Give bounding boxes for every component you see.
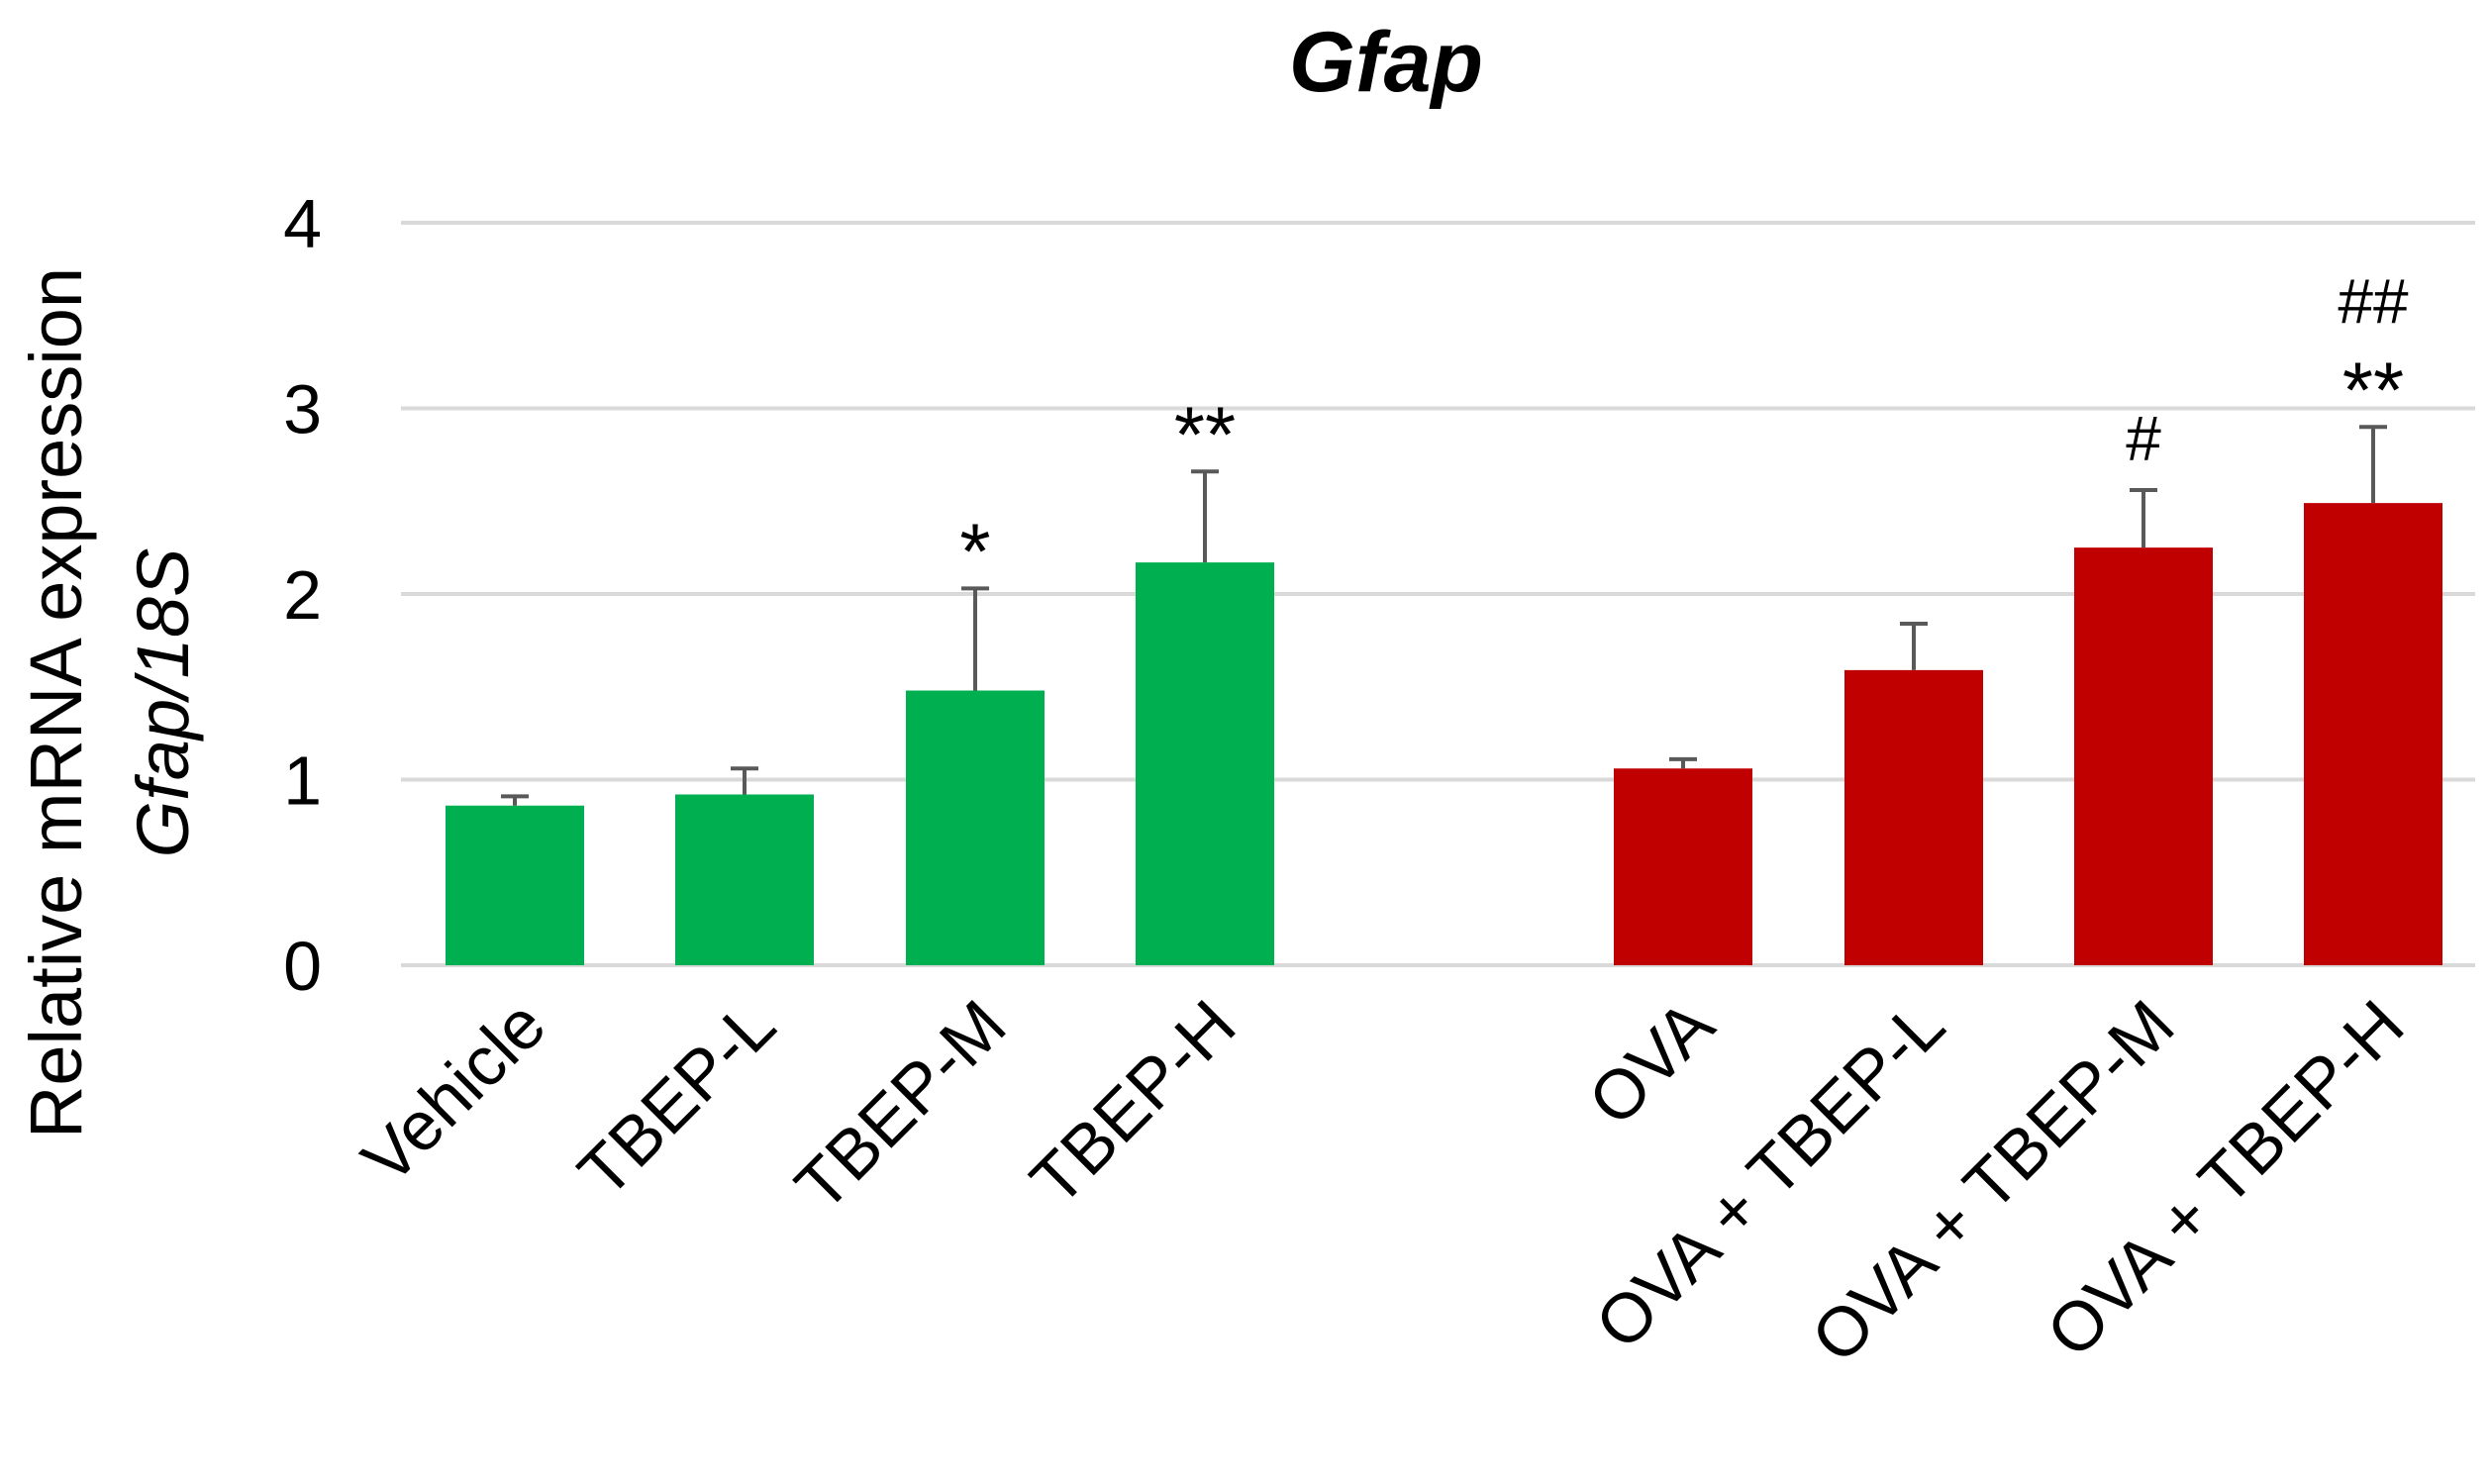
significance-tbep-h: ** bbox=[1174, 390, 1236, 478]
asterisk-mark: * bbox=[959, 507, 990, 595]
bar-tbep-h bbox=[1136, 562, 1274, 965]
asterisk-mark: ** bbox=[2342, 346, 2404, 434]
y-tick-label-0: 0 bbox=[283, 928, 322, 1005]
y-tick-label-4: 4 bbox=[283, 185, 322, 262]
asterisk-mark: ** bbox=[1174, 390, 1236, 478]
chart-title: Gfap bbox=[1289, 15, 1483, 110]
x-tick-label-tbep-h: TBEP-H bbox=[1016, 985, 1250, 1220]
error-bar-ova-tbep-h bbox=[2359, 425, 2387, 504]
x-tick-label-vehicle: Vehicle bbox=[348, 985, 560, 1198]
error-bars bbox=[501, 425, 2387, 806]
x-tick-label-tbep-m: TBEP-M bbox=[780, 985, 1020, 1225]
bar-ova-tbep-h bbox=[2304, 503, 2442, 965]
y-tick-label-1: 1 bbox=[283, 742, 322, 820]
bar-ova-tbep-l bbox=[1844, 669, 1983, 965]
bar-ova-tbep-m bbox=[2074, 547, 2213, 965]
y-axis-label: Relative mRNA expression Gfap/18S bbox=[15, 267, 204, 1138]
significance-tbep-m: * bbox=[959, 507, 990, 595]
significance-ova-tbep-h: ## ** bbox=[2338, 265, 2409, 434]
error-bar-ova-tbep-l bbox=[1900, 622, 1928, 670]
bar-ova bbox=[1614, 768, 1752, 965]
y-tick-label-3: 3 bbox=[283, 371, 322, 448]
error-bar-tbep-h bbox=[1191, 469, 1219, 563]
y-axis-label-line2: Gfap/18S bbox=[122, 548, 204, 858]
error-bar-ova bbox=[1669, 756, 1697, 769]
significance-ova-tbep-m: # bbox=[2126, 403, 2161, 474]
error-bar-tbep-m bbox=[961, 586, 989, 691]
hash-mark: ## bbox=[2338, 265, 2409, 337]
bar-vehicle bbox=[446, 805, 584, 965]
hash-mark: # bbox=[2126, 403, 2161, 474]
significance-marks: *** ### ** bbox=[959, 265, 2409, 595]
x-tick-label-tbep-l: TBEP-L bbox=[563, 985, 789, 1211]
bar-tbep-l bbox=[675, 794, 814, 965]
error-bar-vehicle bbox=[501, 794, 529, 806]
y-tick-label-2: 2 bbox=[283, 556, 322, 634]
bars bbox=[446, 503, 2442, 965]
bar-tbep-m bbox=[906, 690, 1045, 965]
error-bar-tbep-l bbox=[731, 766, 758, 795]
error-bar-ova-tbep-m bbox=[2130, 488, 2157, 548]
y-axis-ticks: 0 1 2 3 4 bbox=[283, 185, 322, 1005]
y-axis-label-line1: Relative mRNA expression bbox=[15, 267, 97, 1138]
x-tick-label-ova: OVA bbox=[1574, 985, 1729, 1139]
